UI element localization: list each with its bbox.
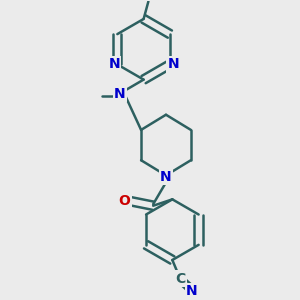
Text: N: N: [108, 57, 120, 71]
Text: C: C: [175, 272, 185, 286]
Text: N: N: [160, 170, 172, 184]
Text: N: N: [167, 57, 179, 71]
Text: N: N: [186, 284, 197, 298]
Text: N: N: [114, 87, 125, 101]
Text: O: O: [118, 194, 130, 208]
